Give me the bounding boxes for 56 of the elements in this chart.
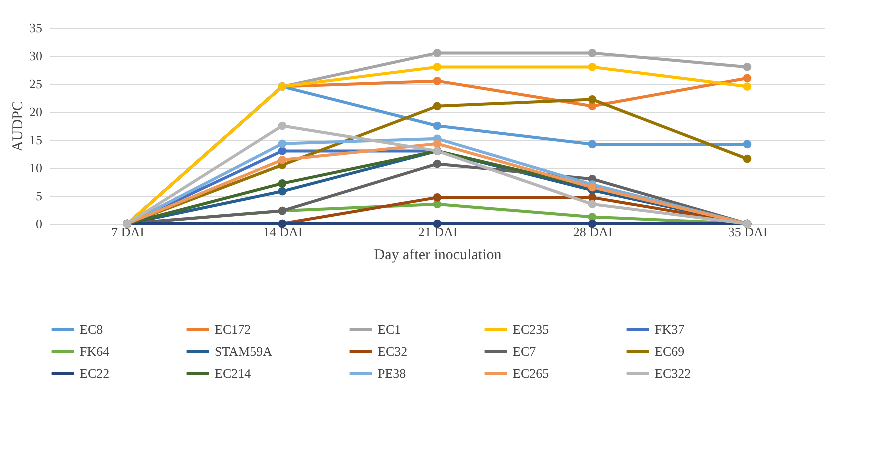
legend-label: STAM59A bbox=[215, 344, 274, 359]
point bbox=[743, 74, 752, 83]
y-tick-label: 10 bbox=[30, 160, 42, 176]
point bbox=[433, 102, 442, 111]
point bbox=[588, 49, 597, 58]
x-tick-label: 14 DAI bbox=[263, 224, 303, 240]
point bbox=[743, 140, 752, 149]
point bbox=[588, 200, 597, 209]
legend-label: EC7 bbox=[513, 344, 537, 359]
x-tick-label: 28 DAI bbox=[573, 224, 613, 240]
point bbox=[743, 63, 752, 72]
point bbox=[588, 140, 597, 149]
y-tick-label: 25 bbox=[30, 76, 42, 92]
legend-label: EC172 bbox=[215, 322, 252, 337]
point bbox=[433, 49, 442, 58]
point bbox=[278, 156, 287, 164]
x-tick-label: 35 DAI bbox=[728, 224, 768, 240]
x-tick-label: 21 DAI bbox=[418, 224, 458, 240]
point bbox=[278, 122, 287, 130]
legend-label: EC1 bbox=[378, 322, 402, 337]
legend-label: EC8 bbox=[80, 322, 104, 337]
legend-label: PE38 bbox=[378, 366, 406, 381]
legend-label: FK37 bbox=[655, 322, 686, 337]
y-tick-label: 5 bbox=[36, 188, 42, 204]
point bbox=[743, 154, 752, 164]
point bbox=[433, 220, 442, 228]
point bbox=[433, 140, 442, 148]
y-tick-label: 35 bbox=[30, 20, 42, 36]
point bbox=[588, 96, 597, 104]
point bbox=[433, 77, 442, 86]
point bbox=[278, 140, 287, 148]
point bbox=[433, 160, 442, 168]
legend-label: EC265 bbox=[513, 366, 550, 381]
y-tick-label: 0 bbox=[36, 216, 42, 232]
x-axis-title: Day after inoculation bbox=[374, 248, 502, 264]
y-tick-label: 15 bbox=[30, 132, 42, 148]
legend-label: FK64 bbox=[80, 344, 110, 359]
legend-label: EC235 bbox=[513, 322, 550, 337]
point bbox=[743, 82, 752, 91]
point bbox=[278, 180, 287, 188]
point bbox=[278, 187, 287, 196]
legend-label: EC69 bbox=[655, 344, 685, 359]
legend-label: EC32 bbox=[378, 344, 408, 359]
y-axis-title: AUDPC bbox=[10, 101, 26, 152]
y-tick-label: 20 bbox=[30, 104, 42, 120]
legend-label: EC214 bbox=[215, 366, 252, 381]
y-tick-label: 30 bbox=[30, 48, 42, 64]
legend-label: EC322 bbox=[655, 366, 692, 381]
point bbox=[588, 220, 597, 228]
point bbox=[278, 147, 287, 156]
point bbox=[433, 122, 442, 130]
x-tick-label: 7 DAI bbox=[112, 224, 144, 240]
point bbox=[433, 194, 442, 202]
point bbox=[588, 63, 597, 72]
legend-label: EC22 bbox=[80, 366, 110, 381]
point bbox=[433, 63, 442, 72]
